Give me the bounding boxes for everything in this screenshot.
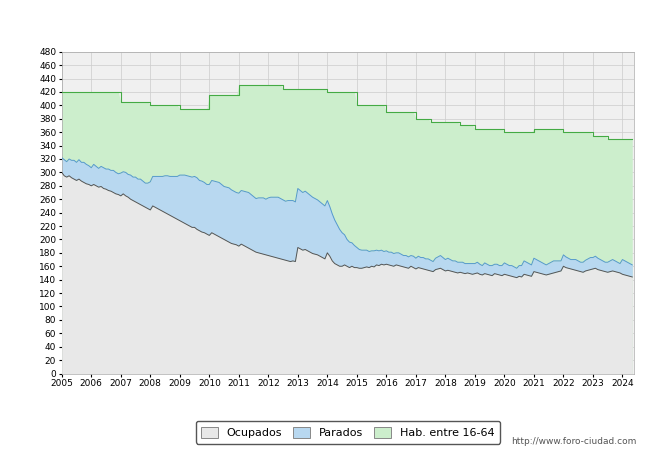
Legend: Ocupados, Parados, Hab. entre 16-64: Ocupados, Parados, Hab. entre 16-64 — [196, 421, 500, 444]
Text: http://www.foro-ciudad.com: http://www.foro-ciudad.com — [512, 436, 637, 446]
Text: Sant Feliu Sasserra - Evolucion de la poblacion en edad de Trabajar Mayo de 2024: Sant Feliu Sasserra - Evolucion de la po… — [68, 13, 582, 26]
